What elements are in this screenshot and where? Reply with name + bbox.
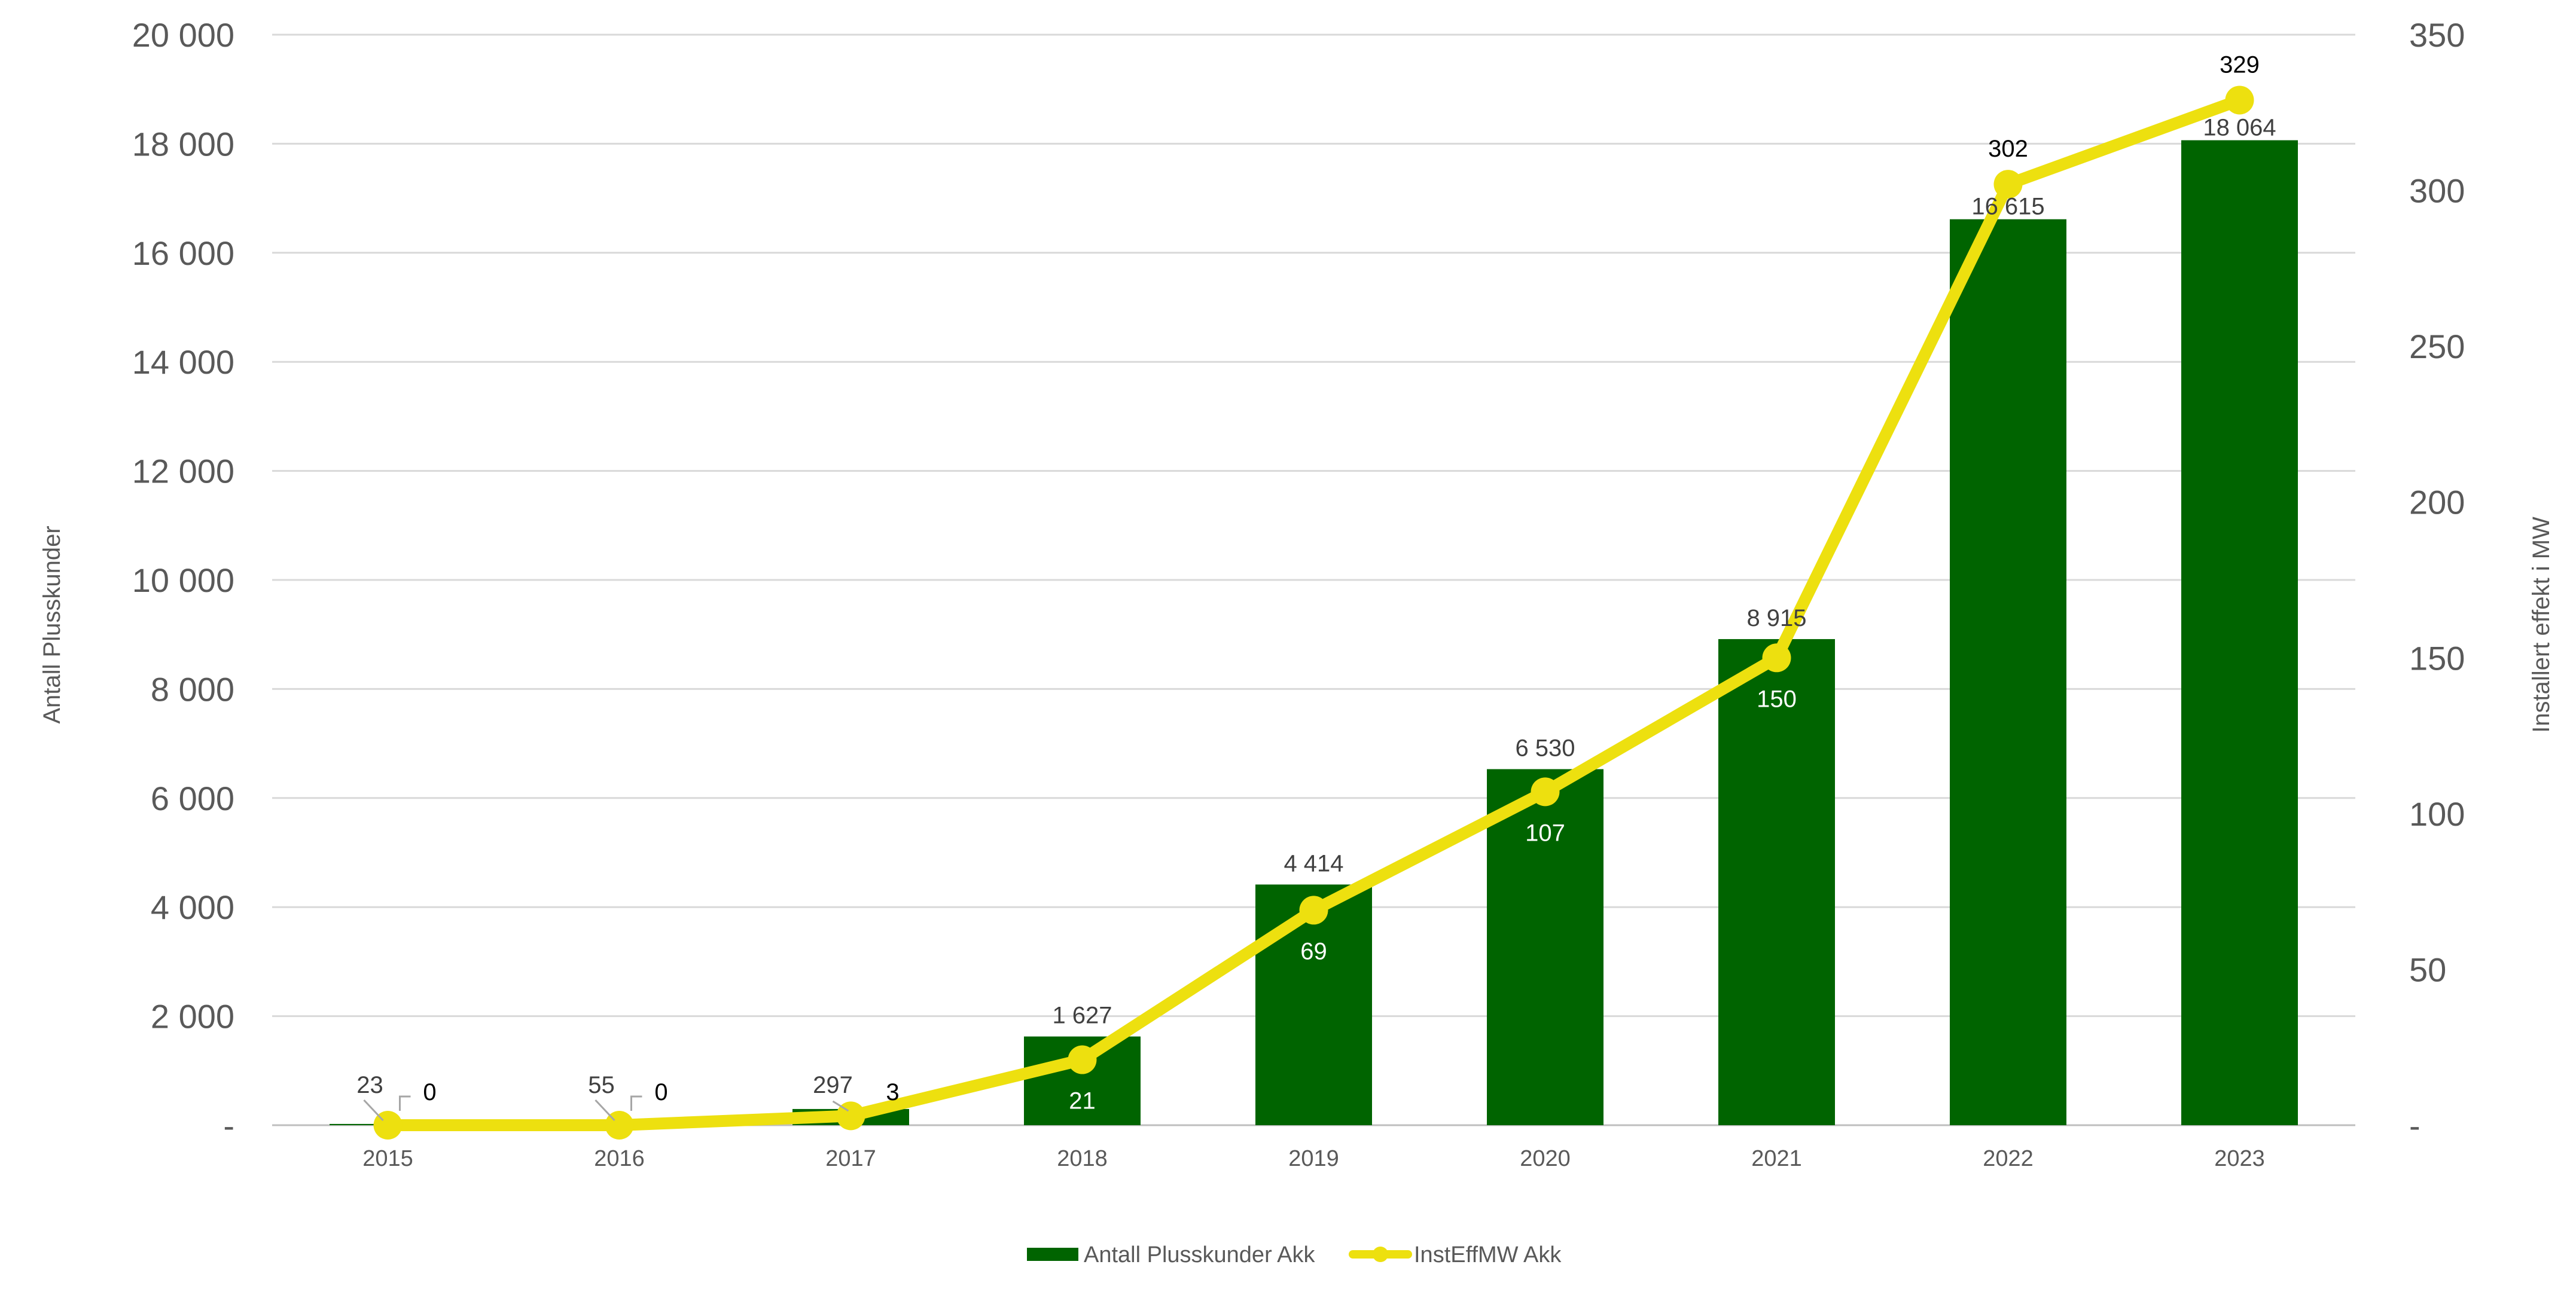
- right-axis-ticks: - 50 100 150 200 250 300 350: [2409, 16, 2465, 1144]
- line-data-label: 0: [423, 1079, 436, 1105]
- right-axis-title: Installert effekt i MW: [2528, 517, 2554, 733]
- line-data-label: 329: [2220, 51, 2260, 78]
- left-tick-label: 18 000: [132, 125, 234, 163]
- right-tick-label: 200: [2409, 484, 2465, 521]
- left-tick-label: 20 000: [132, 16, 234, 54]
- bar-data-label: 6 530: [1515, 735, 1575, 761]
- legend-label-bars: Antall Plusskunder Akk: [1084, 1242, 1316, 1267]
- legend: Antall Plusskunder Akk InstEffMW Akk: [1027, 1242, 1562, 1267]
- bar-data-label: 55: [588, 1072, 615, 1098]
- line-point: [1068, 1045, 1097, 1074]
- line-point: [1531, 777, 1560, 807]
- x-tick-label: 2016: [594, 1146, 645, 1171]
- bar-data-label: 8 915: [1746, 605, 1806, 631]
- right-tick-label: -: [2409, 1107, 2420, 1144]
- x-tick-label: 2023: [2214, 1146, 2265, 1171]
- left-tick-label: 8 000: [151, 670, 234, 708]
- bar: [1255, 884, 1372, 1125]
- bar-data-label: 4 414: [1284, 850, 1343, 876]
- x-tick-label: 2018: [1057, 1146, 1108, 1171]
- data-labels: 23 0 55 0 297 3 1 627 21 4 414 69 6 530 107 8 915 150…: [356, 51, 2276, 1122]
- line-data-label: 302: [1988, 136, 2028, 162]
- bar-data-label: 1 627: [1052, 1003, 1112, 1029]
- x-tick-label: 2015: [362, 1146, 413, 1171]
- right-tick-label: 50: [2409, 951, 2446, 988]
- leader-line: [595, 1099, 615, 1122]
- left-tick-label: 12 000: [132, 453, 234, 490]
- line-data-label: 107: [1525, 820, 1565, 846]
- right-tick-label: 150: [2409, 639, 2465, 677]
- line-data-label: 21: [1069, 1088, 1096, 1114]
- line-data-label: 3: [886, 1079, 899, 1105]
- left-tick-label: -: [223, 1107, 234, 1144]
- left-axis-title: Antall Plusskunder: [39, 526, 65, 723]
- bar: [1718, 639, 1835, 1125]
- bar-data-label: 16 615: [1971, 194, 2044, 220]
- right-tick-label: 250: [2409, 328, 2465, 365]
- line-data-label: 69: [1300, 938, 1327, 964]
- left-tick-label: 4 000: [151, 888, 234, 926]
- left-tick-label: 16 000: [132, 234, 234, 272]
- x-tick-label: 2019: [1288, 1146, 1339, 1171]
- right-tick-label: 300: [2409, 172, 2465, 210]
- gridlines: [272, 33, 2355, 1126]
- line-point: [1299, 896, 1328, 925]
- x-tick-label: 2022: [1983, 1146, 2034, 1171]
- leader-line: [399, 1095, 411, 1111]
- line-series: [373, 85, 2254, 1140]
- left-axis-ticks: - 2 000 4 000 6 000 8 000 10 000 12 000 14 000 1…: [132, 16, 234, 1144]
- bar: [2181, 140, 2298, 1125]
- bar-series: [330, 140, 2298, 1125]
- left-tick-label: 2 000: [151, 998, 234, 1036]
- right-tick-label: 100: [2409, 795, 2465, 833]
- x-tick-label: 2021: [1751, 1146, 1802, 1171]
- line-point: [2225, 85, 2254, 115]
- x-tick-label: 2017: [825, 1146, 876, 1171]
- legend-swatch-marker: [1373, 1247, 1388, 1262]
- bar-data-label: 23: [356, 1072, 383, 1098]
- leader-line: [832, 1100, 849, 1112]
- x-axis-ticks: 2015 2016 2017 2018 2019 2020 2021 2022 2023: [362, 1146, 2265, 1171]
- leader-line: [363, 1099, 384, 1122]
- left-tick-label: 14 000: [132, 343, 234, 381]
- line-point: [1993, 170, 2023, 199]
- leader-line: [630, 1095, 642, 1111]
- bar-data-label: 297: [813, 1072, 853, 1098]
- bar: [1950, 219, 2066, 1125]
- legend-swatch-bars: [1027, 1248, 1078, 1261]
- x-tick-label: 2020: [1520, 1146, 1571, 1171]
- bar: [1487, 769, 1603, 1125]
- bar-data-label: 18 064: [2203, 115, 2276, 141]
- right-tick-label: 350: [2409, 16, 2465, 54]
- line-data-label: 0: [654, 1079, 667, 1105]
- line-point: [1762, 643, 1791, 673]
- left-tick-label: 10 000: [132, 561, 234, 599]
- left-tick-label: 6 000: [151, 780, 234, 817]
- line-data-label: 150: [1757, 686, 1797, 712]
- legend-label-line: InstEffMW Akk: [1414, 1242, 1562, 1267]
